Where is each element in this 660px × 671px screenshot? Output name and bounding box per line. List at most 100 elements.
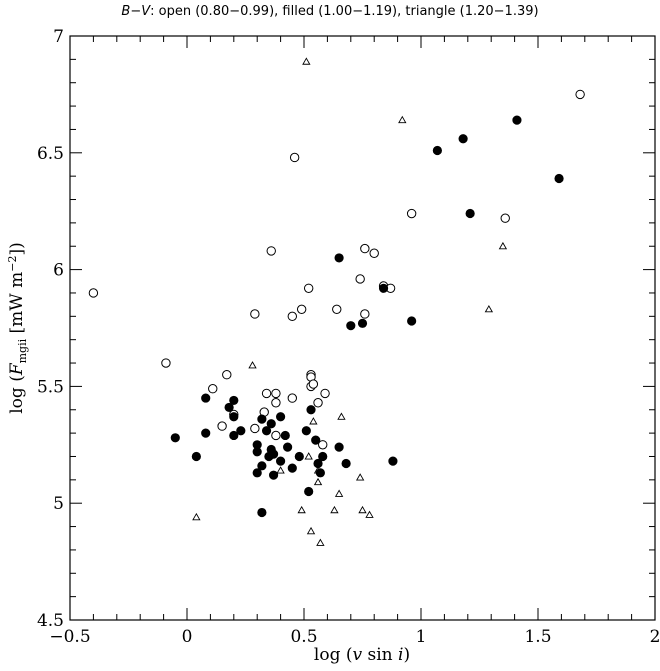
triangle-point <box>309 417 318 425</box>
filled-circle-point <box>388 456 398 466</box>
filled-circle-point <box>268 449 279 459</box>
triangle-point <box>316 538 325 546</box>
triangle-point <box>313 466 323 474</box>
open-circle-point <box>271 430 281 441</box>
x-axis-label-lead: log ( <box>314 645 353 665</box>
filled-circle-point <box>306 405 316 415</box>
filled-circle-point <box>341 458 351 469</box>
triangle-point <box>313 477 323 486</box>
x-axis-label-v: v <box>352 645 362 665</box>
open-circle-point <box>266 246 276 256</box>
triangle-point <box>330 505 339 514</box>
x-tick-label: 2 <box>650 627 660 647</box>
y-axis-label: log (Fmgii [mW m−2]) <box>6 242 29 414</box>
open-circle-point <box>161 358 171 368</box>
x-tick-label: 0.5 <box>290 627 317 647</box>
open-circle-point <box>575 89 585 100</box>
filled-circle-point <box>294 451 304 462</box>
triangle-point <box>248 361 257 369</box>
y-tick-label: 6 <box>53 261 64 281</box>
open-circle-point <box>355 274 365 284</box>
open-circle-point <box>313 398 323 408</box>
filled-circle-point <box>287 463 297 473</box>
triangle-point <box>304 452 313 460</box>
open-circle-point <box>271 398 281 408</box>
open-circle-point <box>308 379 319 389</box>
filled-circle-point <box>229 412 239 422</box>
filled-circle-point <box>252 468 262 478</box>
triangle-point <box>306 526 316 535</box>
x-tick-label: −0.5 <box>49 627 90 647</box>
open-circle-point <box>303 283 314 293</box>
x-tick-label: 1 <box>416 627 427 647</box>
axis-tick-labels: −0.5 0 0.5 1 1.5 2 4.5 5 5.5 6 6.5 7 <box>37 27 660 647</box>
x-axis-label-i: i <box>398 645 403 665</box>
filled-circle-point <box>311 435 321 445</box>
chart-title-prefix: B−V <box>121 4 151 19</box>
filled-circle-point <box>432 145 442 156</box>
filled-circle-point <box>304 486 314 497</box>
x-tick-label: 1.5 <box>524 627 551 647</box>
filled-circle-point <box>261 426 272 436</box>
open-circle-point <box>287 311 297 322</box>
open-circle-point <box>360 243 370 254</box>
filled-circle-point <box>280 430 290 441</box>
triangle-point <box>276 466 285 474</box>
filled-circle-point <box>407 316 417 326</box>
filled-circle-point <box>275 456 286 466</box>
filled-circle-point <box>275 412 286 422</box>
open-circle-point <box>287 393 297 403</box>
filled-circle-point <box>252 447 262 457</box>
filled-circle-point <box>334 253 344 263</box>
y-tick-label: 7 <box>53 27 64 47</box>
x-axis-label-sin: sin <box>362 645 398 665</box>
triangle-point <box>297 505 306 514</box>
filled-circle-point <box>378 283 389 293</box>
y-axis-label-sub: mgii <box>16 338 29 363</box>
open-circle-point <box>88 288 99 298</box>
open-circle-point <box>332 304 342 315</box>
y-tick-label: 4.5 <box>37 611 64 631</box>
open-circle-point <box>406 208 417 219</box>
triangle-point <box>302 57 311 65</box>
data-markers <box>88 57 585 546</box>
triangle-point <box>498 241 508 250</box>
open-circle-point <box>271 388 281 399</box>
triangle-point <box>337 412 346 420</box>
triangle-point <box>358 505 367 514</box>
open-circle-point <box>250 309 260 319</box>
triangle-point <box>398 115 407 124</box>
triangle-point <box>484 305 494 313</box>
filled-circle-point <box>346 321 356 331</box>
y-tick-label: 5 <box>53 494 64 514</box>
y-axis-label-sup: −2 <box>6 255 19 271</box>
filled-circle-point <box>465 208 475 219</box>
open-circle-point <box>500 213 510 223</box>
filled-circle-point <box>268 470 279 480</box>
filled-circle-point <box>257 507 267 518</box>
plot-frame <box>69 35 656 621</box>
filled-circle-point <box>236 426 246 436</box>
y-tick-label: 5.5 <box>37 377 64 397</box>
open-circle-point <box>217 421 227 431</box>
filled-circle-point <box>458 134 468 144</box>
filled-circle-point <box>224 402 234 413</box>
x-axis-label-close: ) <box>403 645 410 665</box>
filled-circle-point <box>191 451 201 462</box>
open-circle-point <box>261 388 272 399</box>
filled-circle-point <box>357 318 368 328</box>
filled-circle-point <box>283 442 293 452</box>
triangle-point <box>355 473 365 481</box>
filled-circle-point <box>512 115 522 125</box>
axis-ticks <box>69 35 656 621</box>
chart-title: B−V: open (0.80−0.99), filled (1.00−1.19… <box>121 4 538 19</box>
triangle-point <box>365 510 374 518</box>
filled-circle-point <box>318 451 328 462</box>
x-axis-label: log (v sin i) <box>314 645 410 665</box>
open-circle-point <box>222 370 232 380</box>
open-circle-point <box>296 304 307 315</box>
y-axis-label-lead: log ( <box>7 375 27 414</box>
filled-circle-point <box>229 430 239 441</box>
open-circle-point <box>318 440 328 450</box>
open-circle-point <box>369 248 379 258</box>
